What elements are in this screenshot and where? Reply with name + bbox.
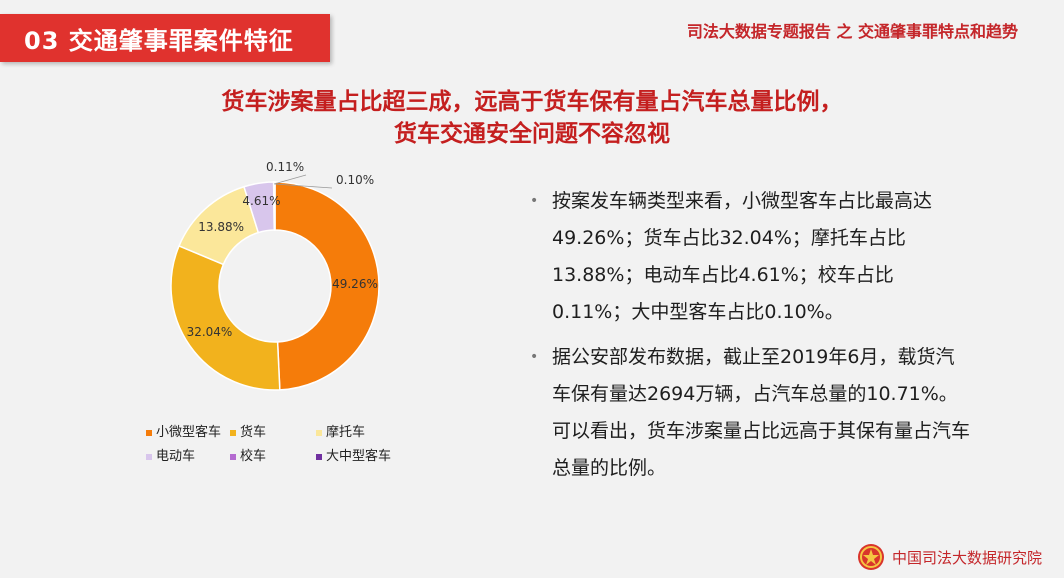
- legend-label: 摩托车: [326, 424, 365, 440]
- chart-data-labels: 49.26% 32.04% 13.88% 4.61% 0.11% 0.10%: [187, 160, 378, 339]
- legend-label: 电动车: [156, 448, 195, 464]
- data-label: 32.04%: [187, 325, 233, 339]
- footer-org: 中国司法大数据研究院: [891, 548, 1042, 567]
- data-label: 0.10%: [336, 173, 374, 187]
- legend-swatch: [230, 454, 236, 460]
- data-label: 0.11%: [266, 160, 304, 174]
- donut-slice: [274, 181, 380, 391]
- legend-label: 大中型客车: [326, 448, 391, 464]
- bullet-dot-icon: •: [530, 349, 539, 365]
- bullet-item: • 据公安部发布数据，截止至2019年6月，载货汽车保有量达2694万辆，占汽车…: [530, 339, 970, 487]
- report-title: 司法大数据专题报告 之 交通肇事罪特点和趋势: [686, 22, 1018, 41]
- leader-line: [273, 174, 307, 185]
- bullet-list: • 按案发车辆类型来看，小微型客车占比最高达49.26%；货车占比32.04%；…: [530, 183, 970, 495]
- headline: 货车涉案量占比超三成，远高于货车保有量占汽车总量比例， 货车交通安全问题不容忽视: [0, 86, 1064, 150]
- section-banner: 03 交通肇事罪案件特征: [0, 14, 330, 62]
- legend-label: 货车: [240, 424, 266, 440]
- headline-line-1: 货车涉案量占比超三成，远高于货车保有量占汽车总量比例，: [221, 89, 843, 115]
- bullet-text: 据公安部发布数据，截止至2019年6月，载货汽车保有量达2694万辆，占汽车总量…: [552, 346, 971, 479]
- legend-swatch: [316, 430, 322, 436]
- bullet-dot-icon: •: [530, 193, 539, 209]
- data-label: 49.26%: [332, 277, 378, 291]
- donut-slice: [170, 244, 281, 391]
- donut-chart: 49.26% 32.04% 13.88% 4.61% 0.11% 0.10% 小微型客车 货…: [146, 160, 391, 464]
- footer-logo: 中国司法大数据研究院: [856, 542, 1042, 572]
- legend-swatch: [146, 454, 152, 460]
- donut-slice: [273, 181, 276, 231]
- legend-swatch: [146, 430, 152, 436]
- section-title: 03 交通肇事罪案件特征: [24, 26, 294, 55]
- legend-label: 小微型客车: [156, 424, 221, 440]
- court-emblem-icon: [857, 544, 884, 570]
- bullet-item: • 按案发车辆类型来看，小微型客车占比最高达49.26%；货车占比32.04%；…: [530, 183, 970, 331]
- leader-line: [274, 183, 333, 189]
- data-label: 13.88%: [198, 220, 244, 234]
- legend-label: 校车: [240, 448, 266, 464]
- data-label: 4.61%: [242, 194, 280, 208]
- legend-swatch: [316, 454, 322, 460]
- chart-slices: [170, 181, 380, 391]
- legend-swatch: [230, 430, 236, 436]
- headline-line-2: 货车交通安全问题不容忽视: [394, 121, 670, 147]
- bullet-text: 按案发车辆类型来看，小微型客车占比最高达49.26%；货车占比32.04%；摩托…: [552, 190, 933, 323]
